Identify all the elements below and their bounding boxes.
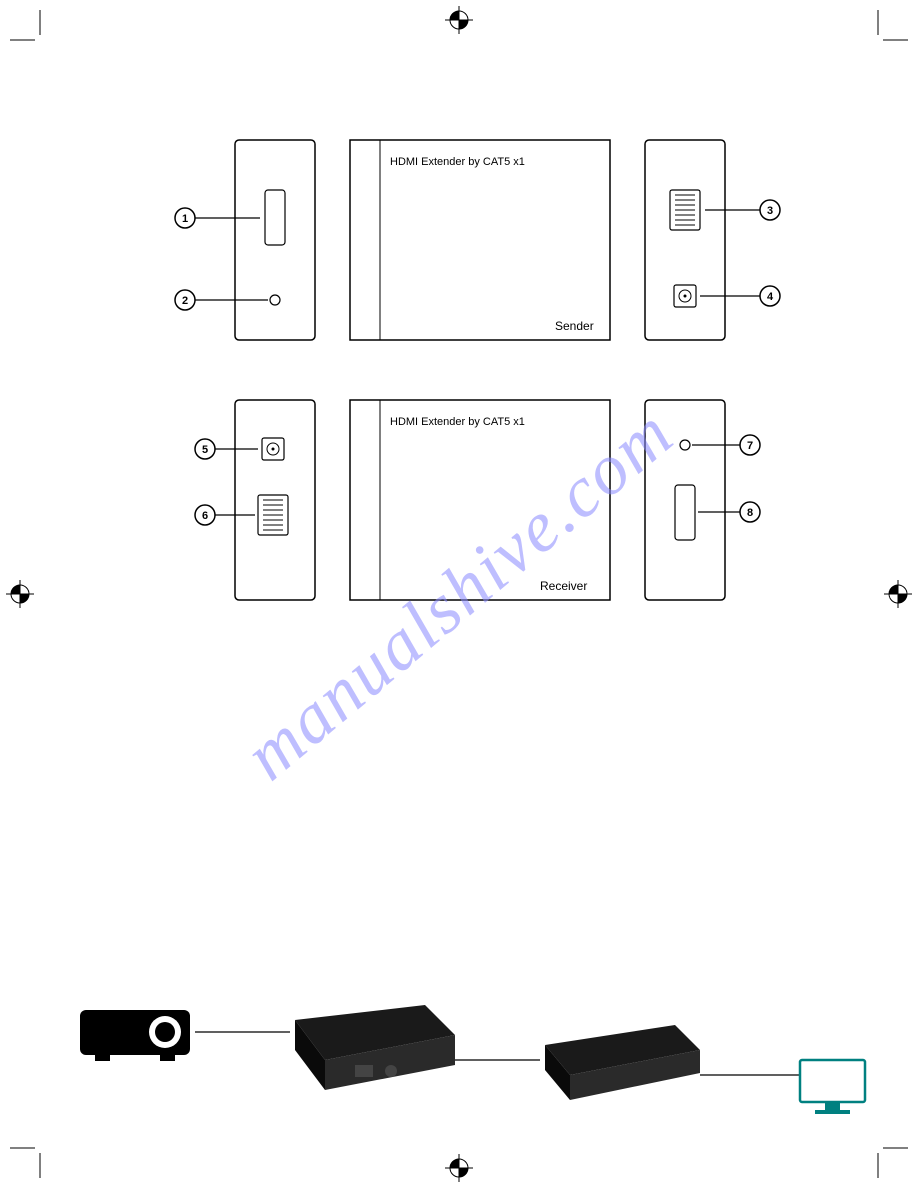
- receiver-device-icon: [545, 1025, 700, 1100]
- callout-6: 6: [202, 510, 208, 522]
- sender-role-label: Sender: [555, 319, 594, 333]
- callout-8: 8: [747, 507, 753, 519]
- monitor-icon: [800, 1060, 865, 1114]
- callout-4: 4: [767, 291, 774, 303]
- callout-2: 2: [182, 295, 188, 307]
- receiver-title: HDMI Extender by CAT5 x1: [390, 416, 525, 428]
- sender-device-icon: [295, 1005, 455, 1090]
- callout-1: 1: [182, 213, 188, 225]
- hdmi-extender-diagram: HDMI Extender by CAT5 x1 Sender 1 2 3 4: [0, 0, 918, 1188]
- sender-title: HDMI Extender by CAT5 x1: [390, 156, 525, 168]
- receiver-role-label: Receiver: [540, 579, 587, 593]
- callout-3: 3: [767, 205, 773, 217]
- projector-icon: [80, 1010, 190, 1061]
- callout-5: 5: [202, 444, 208, 456]
- callout-7: 7: [747, 440, 753, 452]
